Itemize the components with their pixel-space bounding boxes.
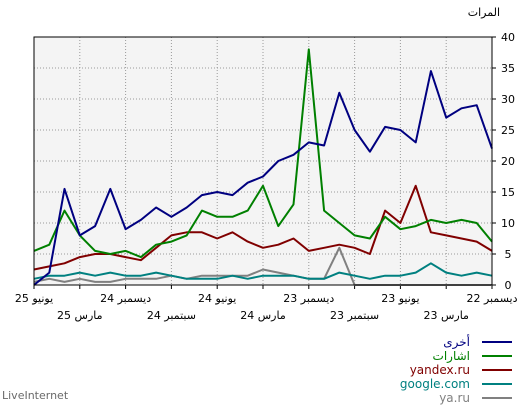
legend-label: أخرى	[443, 334, 470, 350]
y-tick-label: 25	[501, 124, 515, 137]
plot-frame	[33, 36, 493, 286]
y-axis: 0 5 10 15 20 25 30 35 40	[492, 31, 515, 292]
y-tick-label: 20	[501, 155, 515, 168]
legend-label: ya.ru	[439, 391, 470, 405]
y-tick-label: 0	[505, 279, 512, 292]
y-tick-label: 40	[501, 31, 515, 44]
legend-label: google.com	[400, 377, 470, 391]
x-tick-label: ديسمبر 24	[100, 292, 151, 305]
x-tick-label: يونيو 25	[15, 292, 53, 305]
x-tick-label: ديسمبر 23	[283, 292, 334, 305]
y-tick-label: 15	[501, 186, 515, 199]
y-axis-label: المرات	[468, 6, 500, 19]
y-tick-label: 35	[501, 62, 515, 75]
y-tick-label: 5	[505, 248, 512, 261]
x-tick-label: مارس 25	[57, 309, 103, 322]
y-tick-label: 10	[501, 217, 515, 230]
x-tick-label: سبتمبر 24	[147, 309, 196, 322]
series-line	[33, 48, 493, 259]
series-line	[33, 262, 493, 280]
x-tick-label: سبتمبر 23	[330, 309, 379, 322]
legend-label: yandex.ru	[410, 363, 470, 377]
legend-label: اشارات	[433, 349, 470, 364]
x-tick-label: ديسمبر 22	[466, 292, 517, 305]
series-line	[33, 70, 493, 286]
y-tick-label: 30	[501, 93, 515, 106]
x-tick-label: مارس 23	[423, 309, 469, 322]
x-tick-label: مارس 24	[240, 309, 286, 322]
x-axis: ديسمبر 22 يونيو 23 ديسمبر 23 يونيو 24 ديسمبر…	[15, 285, 518, 322]
grid	[34, 37, 492, 285]
x-tick-label: يونيو 23	[381, 292, 419, 305]
x-tick-label: يونيو 24	[198, 292, 236, 305]
brand-watermark: LiveInternet	[2, 389, 69, 402]
